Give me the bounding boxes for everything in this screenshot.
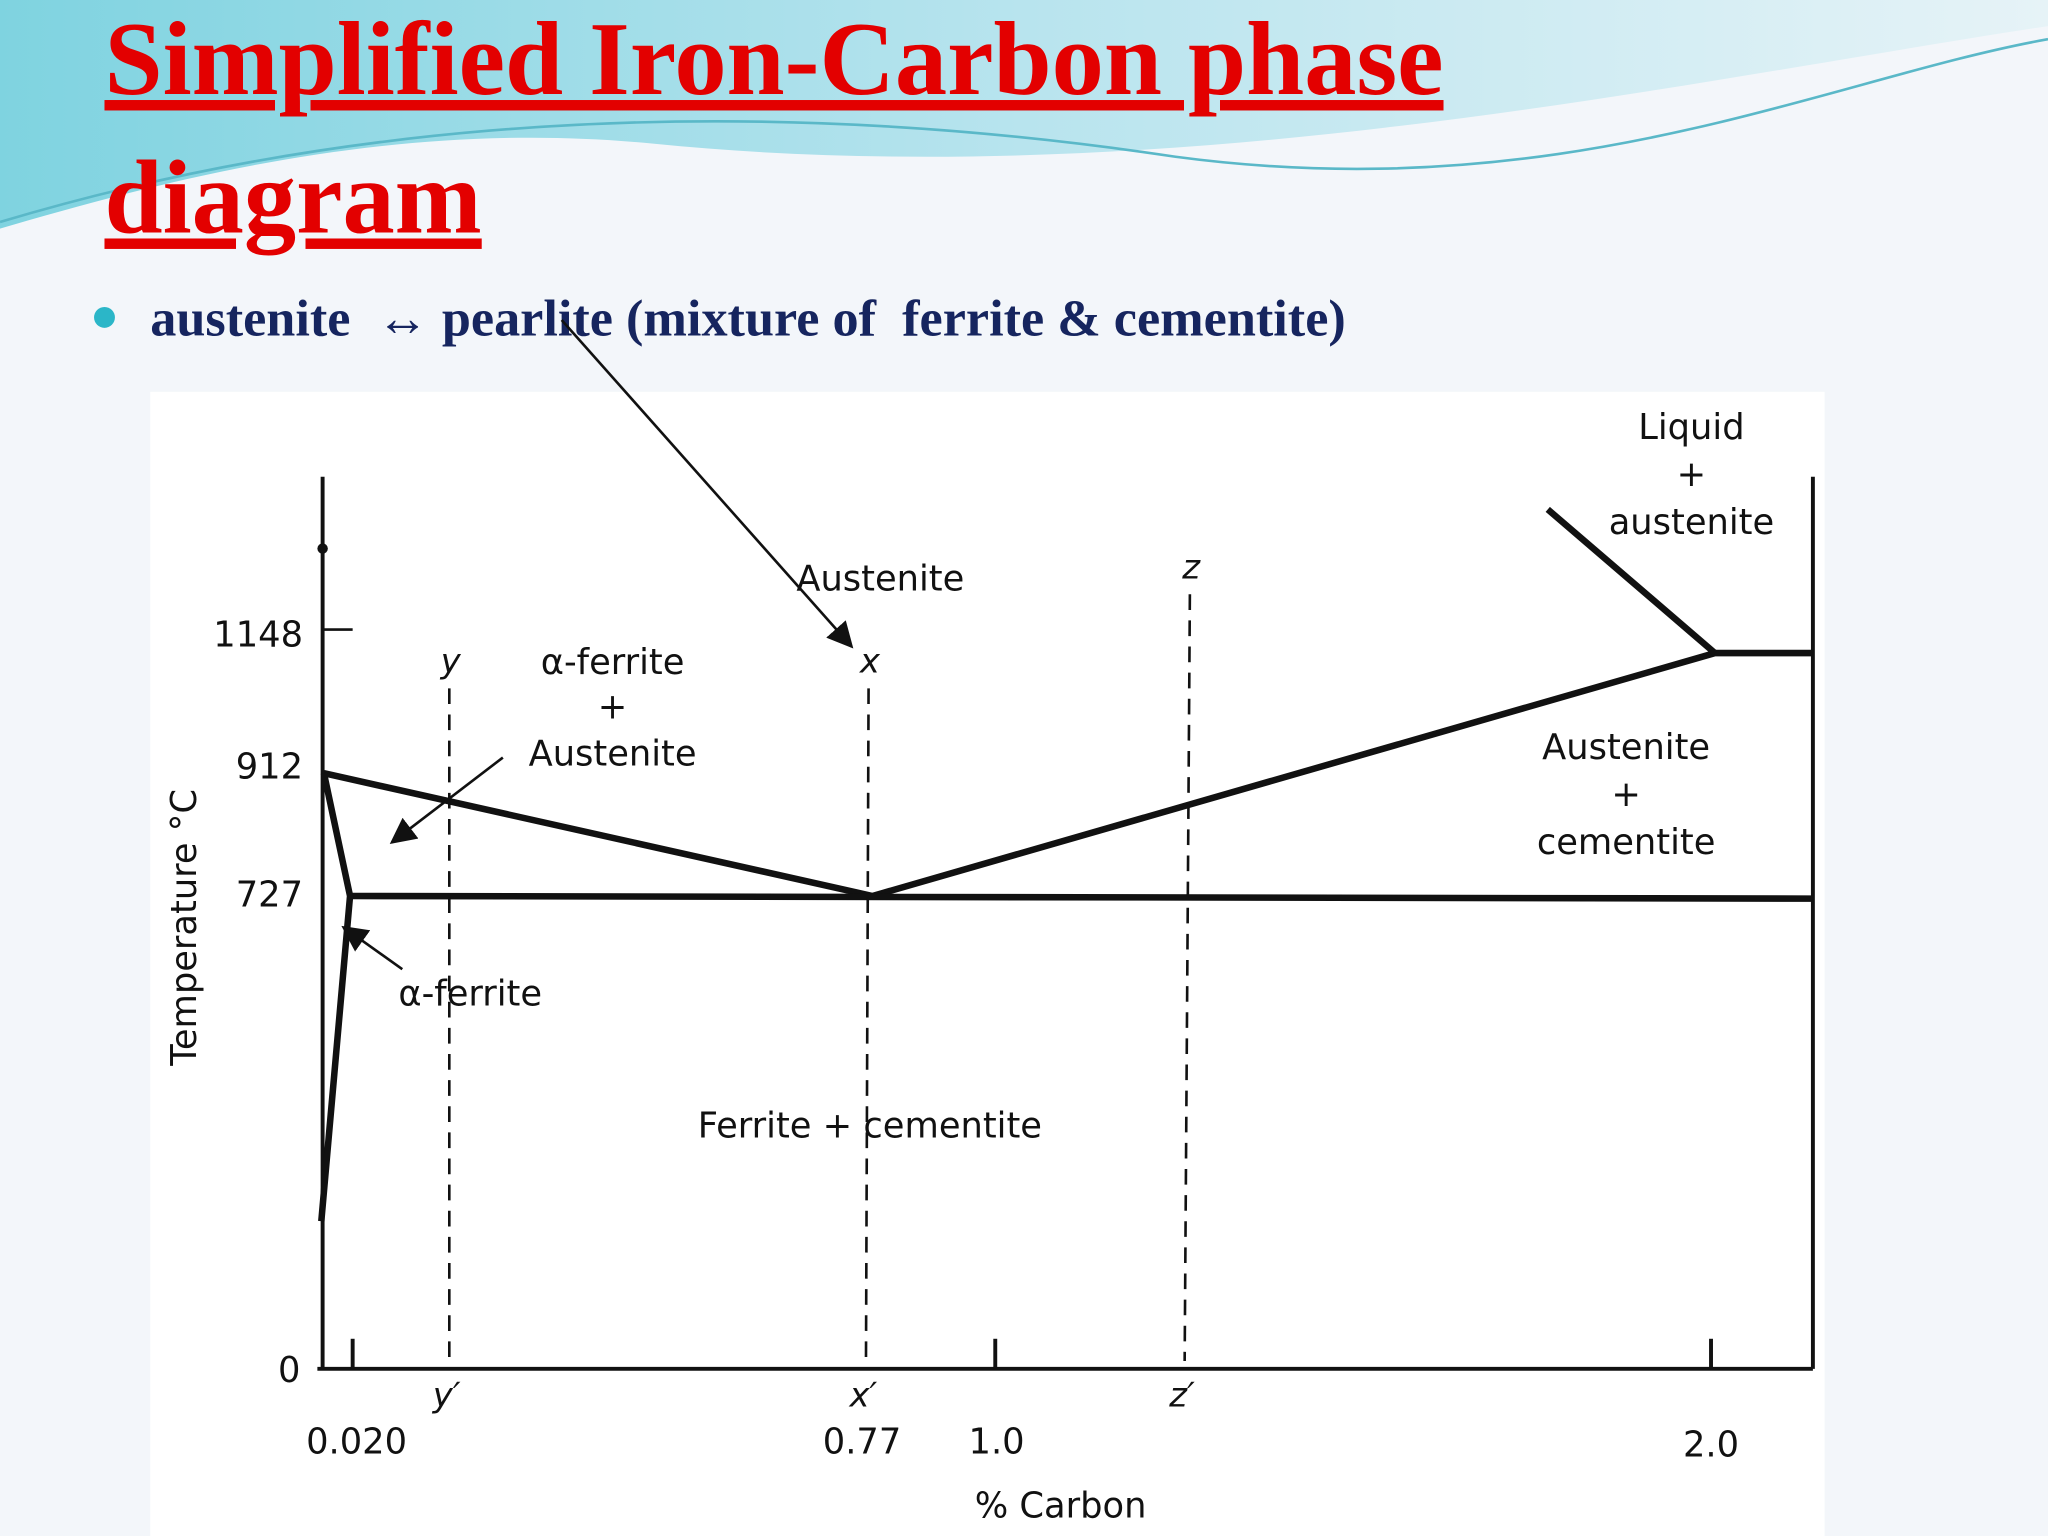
y-tick-label: 912 (236, 746, 303, 787)
bullet-text: austenite ↔ pearlite (mixture of ferrite… (150, 290, 1346, 348)
y-axis-label: Temperature °C (164, 789, 205, 1067)
marker-label: x′ (848, 1376, 877, 1416)
bullet-dot (94, 306, 115, 328)
region-label: Liquid (1638, 407, 1744, 448)
region-label: + (1677, 454, 1707, 495)
y-tick-label: 727 (236, 874, 303, 915)
wave-line (0, 37, 2048, 224)
diagram-bg (150, 391, 1825, 1536)
diagram-lines (317, 319, 1815, 1371)
region-label: + (598, 686, 628, 727)
marker-label: x (859, 642, 881, 682)
y-tick-label: 0 (278, 1350, 300, 1391)
marker-label: y′ (432, 1376, 461, 1416)
region-label: + (1611, 774, 1641, 815)
region-label: α-ferrite (541, 642, 685, 683)
x-axis-label: % Carbon (975, 1486, 1147, 1527)
region-label: α-ferrite (398, 974, 542, 1015)
marker-label: z (1181, 548, 1201, 588)
y-tick-label: 1148 (213, 615, 303, 656)
x-tick-label: 2.0 (1683, 1424, 1739, 1465)
region-label: Austenite (796, 558, 964, 599)
title: diagram (104, 139, 481, 255)
region-label: austenite (1609, 502, 1774, 543)
marker-label: y (440, 642, 462, 682)
x-tick-label: 0.020 (306, 1422, 407, 1463)
x-tick-label: 1.0 (969, 1422, 1025, 1463)
title: Simplified Iron-Carbon phase (104, 1, 1443, 117)
region-label: Austenite (1542, 727, 1710, 768)
region-label: Austenite (529, 733, 697, 774)
x-tick-label: 0.77 (823, 1422, 902, 1463)
header-wave (0, 0, 2048, 229)
region-label: cementite (1537, 822, 1716, 863)
region-label: Ferrite + cementite (698, 1106, 1042, 1147)
marker-label: z′ (1168, 1376, 1195, 1416)
